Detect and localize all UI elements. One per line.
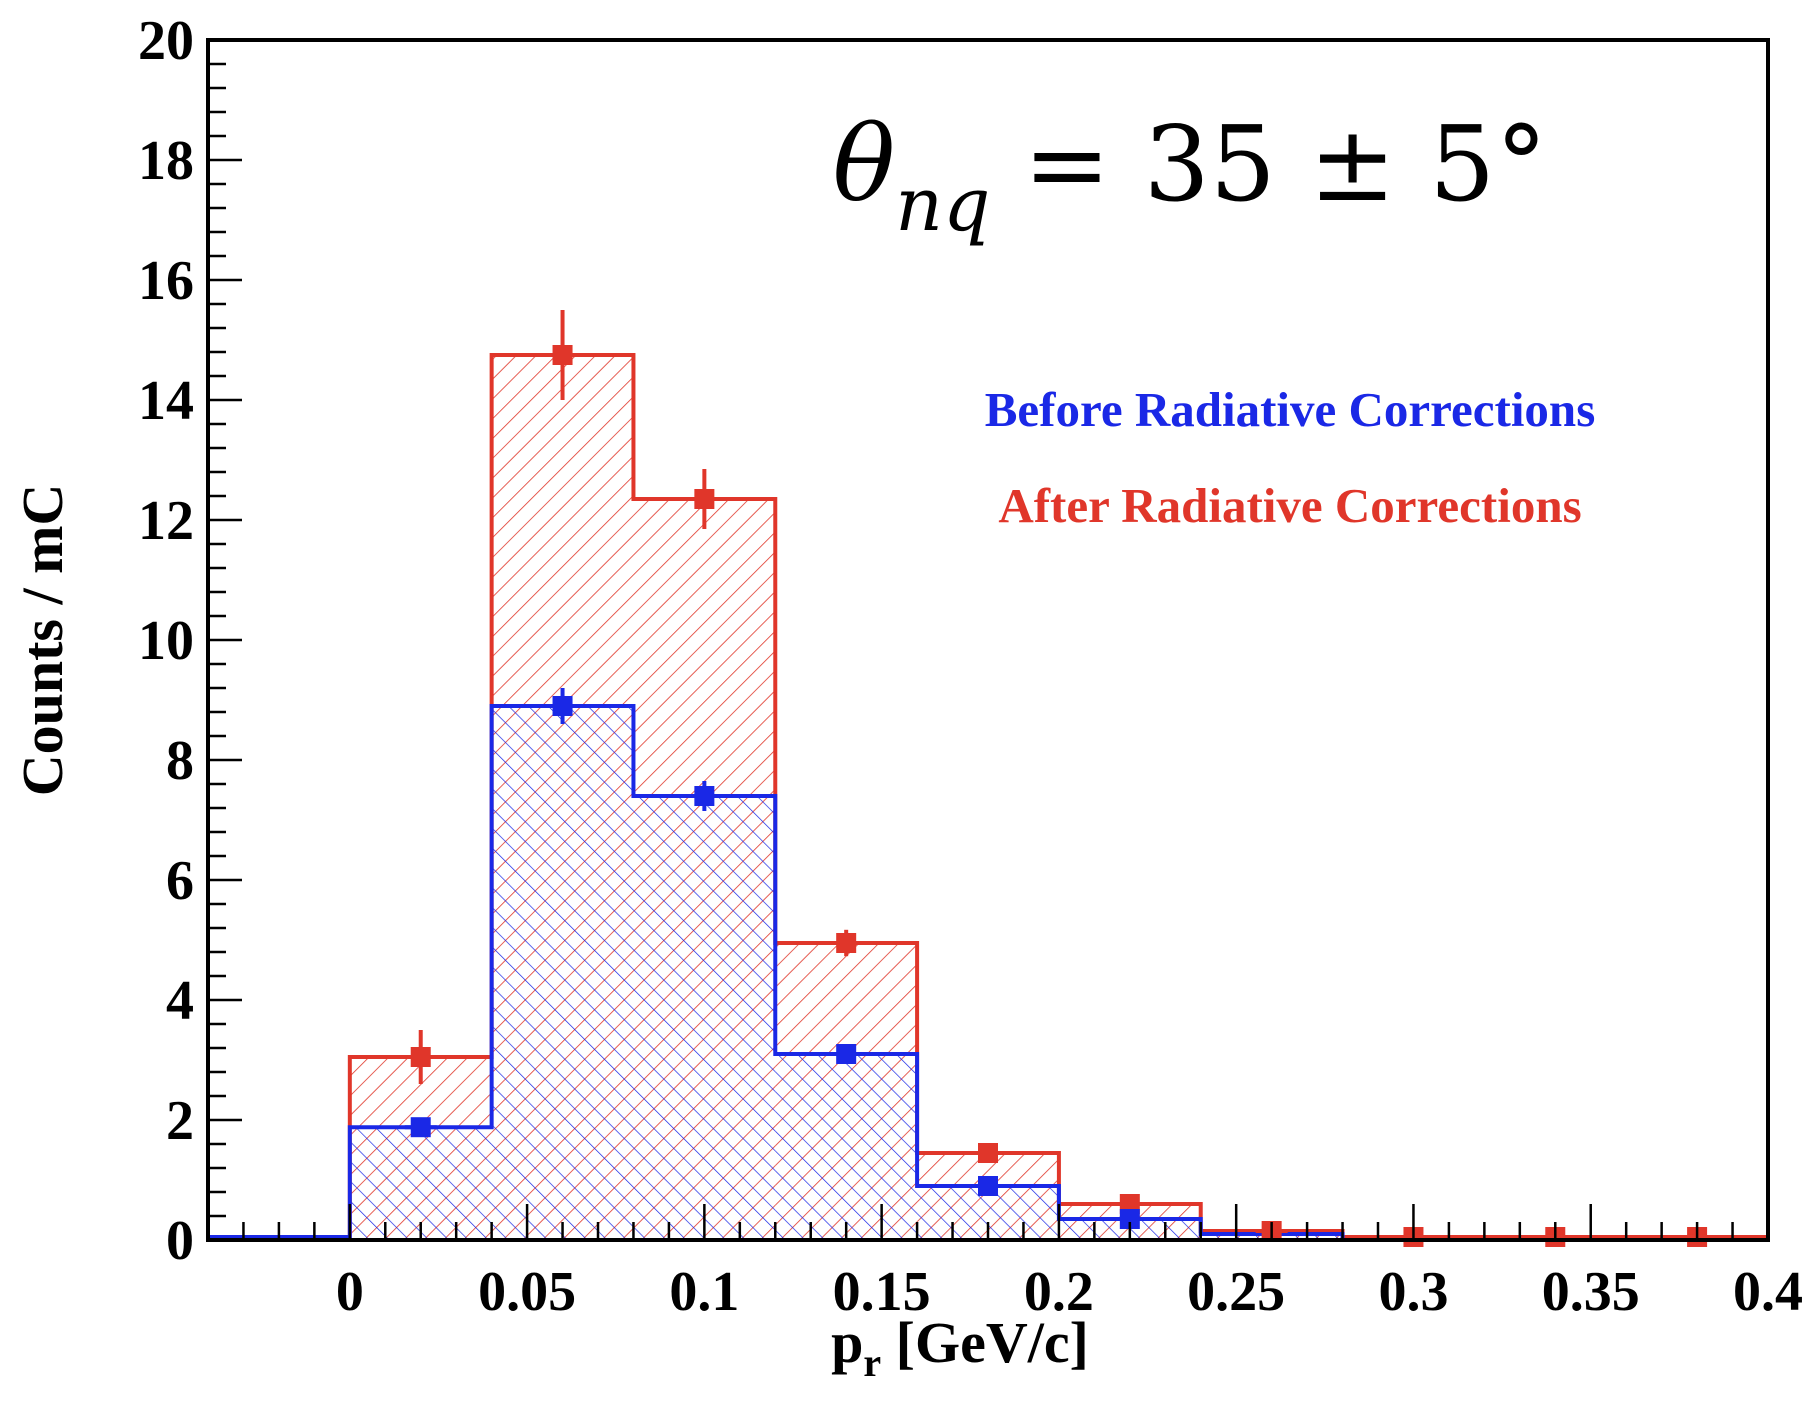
y-tick-label: 20 bbox=[138, 10, 194, 72]
y-tick-label: 12 bbox=[138, 490, 194, 552]
y-tick-label: 2 bbox=[166, 1090, 194, 1152]
legend-after: After Radiative Corrections bbox=[998, 478, 1581, 533]
y-tick-label: 14 bbox=[138, 370, 194, 432]
angle-annotation: θnq = 35 ± 5° bbox=[833, 103, 1548, 248]
y-tick-label: 10 bbox=[138, 610, 194, 672]
y-tick-label: 4 bbox=[166, 970, 194, 1032]
data-point bbox=[410, 1047, 431, 1067]
data-point bbox=[836, 1044, 857, 1064]
data-point bbox=[978, 1143, 998, 1163]
y-tick-label: 18 bbox=[138, 130, 194, 192]
data-point bbox=[410, 1117, 431, 1138]
hist-bar-before bbox=[491, 706, 634, 1240]
x-tick-labels: 0 0.05 0.1 0.15 0.2 0.25 0.3 0.35 0.4 bbox=[336, 1261, 1803, 1323]
y-tick-labels: 0 2 4 6 8 10 12 14 16 18 20 bbox=[138, 10, 194, 1272]
data-point bbox=[694, 489, 715, 509]
data-point bbox=[694, 786, 715, 806]
y-axis-title: Counts / mC bbox=[10, 484, 75, 797]
histogram-fills bbox=[208, 355, 1768, 1240]
y-tick-label: 16 bbox=[138, 250, 194, 312]
x-tick-label: 0.1 bbox=[669, 1261, 739, 1323]
hist-bar-before bbox=[775, 1054, 918, 1240]
data-point bbox=[1119, 1209, 1140, 1229]
legend-before: Before Radiative Corrections bbox=[985, 382, 1596, 437]
data-point bbox=[552, 345, 573, 365]
x-tick-label: 0.25 bbox=[1187, 1261, 1285, 1323]
data-point bbox=[552, 696, 573, 716]
y-tick-label: 6 bbox=[166, 850, 194, 912]
y-tick-label: 8 bbox=[166, 730, 194, 792]
x-tick-label: 0.3 bbox=[1378, 1261, 1448, 1323]
axis-ticks bbox=[206, 38, 1770, 1242]
hist-bar-before bbox=[633, 796, 776, 1240]
data-point bbox=[978, 1176, 998, 1196]
x-tick-label: 0.35 bbox=[1542, 1261, 1640, 1323]
data-point bbox=[836, 933, 857, 953]
x-tick-label: 0 bbox=[336, 1261, 364, 1323]
x-tick-label: 0.15 bbox=[833, 1261, 931, 1323]
y-tick-label: 0 bbox=[166, 1210, 194, 1272]
x-tick-label: 0.05 bbox=[478, 1261, 576, 1323]
x-tick-label: 0.2 bbox=[1024, 1261, 1094, 1323]
x-tick-label: 0.4 bbox=[1733, 1261, 1803, 1323]
x-axis-title: pr [GeV/c] bbox=[831, 1310, 1089, 1385]
hist-bar-before bbox=[349, 1127, 492, 1240]
